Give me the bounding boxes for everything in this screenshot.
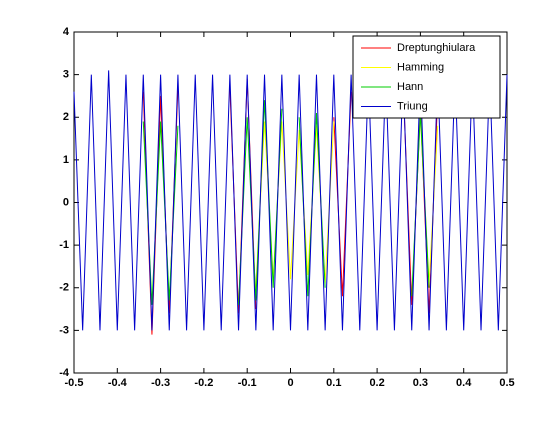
legend-label: Dreptunghiulara bbox=[397, 42, 476, 54]
y-tick-label: 1 bbox=[63, 154, 69, 166]
x-tick-label: 0.4 bbox=[456, 377, 472, 389]
y-tick-label: -1 bbox=[59, 239, 69, 251]
y-tick-label: 2 bbox=[63, 111, 69, 123]
legend-label: Triung bbox=[397, 100, 428, 112]
x-tick-label: 0.5 bbox=[499, 377, 514, 389]
x-tick-label: -0.5 bbox=[65, 377, 84, 389]
y-tick-label: -2 bbox=[59, 282, 69, 294]
x-tick-label: -0.2 bbox=[194, 377, 213, 389]
legend: Dreptunghiulara Hamming Hann Triung bbox=[352, 35, 501, 119]
x-tick-label: 0.2 bbox=[369, 377, 384, 389]
y-tick-label: 4 bbox=[63, 26, 70, 38]
legend-label: Hann bbox=[397, 81, 423, 93]
series-line bbox=[73, 70, 508, 331]
x-tick-label: 0 bbox=[287, 377, 293, 389]
x-tick-label: -0.4 bbox=[108, 377, 128, 389]
y-tick-label: 3 bbox=[63, 69, 69, 81]
x-tick-label: -0.3 bbox=[151, 377, 170, 389]
x-tick-label: 0.3 bbox=[413, 377, 428, 389]
legend-label: Hamming bbox=[397, 61, 444, 73]
legend-box bbox=[352, 35, 501, 119]
y-tick-label: -4 bbox=[59, 367, 70, 379]
x-tick-label: -0.1 bbox=[238, 377, 257, 389]
y-tick-label: 0 bbox=[63, 196, 69, 208]
x-tick-label: 0.1 bbox=[326, 377, 341, 389]
y-tick-label: -3 bbox=[59, 324, 69, 336]
